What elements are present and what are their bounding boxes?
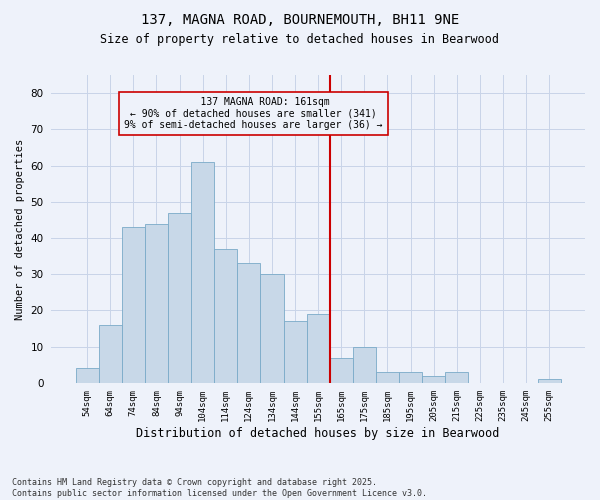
Bar bbox=[260, 274, 284, 383]
Text: 137 MAGNA ROAD: 161sqm
← 90% of detached houses are smaller (341)
9% of semi-det: 137 MAGNA ROAD: 161sqm ← 90% of detached… bbox=[124, 96, 383, 130]
Bar bbox=[376, 372, 399, 383]
Text: Size of property relative to detached houses in Bearwood: Size of property relative to detached ho… bbox=[101, 32, 499, 46]
Bar bbox=[538, 380, 561, 383]
Bar bbox=[307, 314, 330, 383]
Text: 137, MAGNA ROAD, BOURNEMOUTH, BH11 9NE: 137, MAGNA ROAD, BOURNEMOUTH, BH11 9NE bbox=[141, 12, 459, 26]
Bar bbox=[353, 346, 376, 383]
Bar bbox=[399, 372, 422, 383]
Bar bbox=[422, 376, 445, 383]
X-axis label: Distribution of detached houses by size in Bearwood: Distribution of detached houses by size … bbox=[136, 427, 500, 440]
Bar bbox=[214, 249, 237, 383]
Bar bbox=[98, 325, 122, 383]
Bar bbox=[191, 162, 214, 383]
Bar bbox=[122, 227, 145, 383]
Bar bbox=[445, 372, 469, 383]
Text: Contains HM Land Registry data © Crown copyright and database right 2025.
Contai: Contains HM Land Registry data © Crown c… bbox=[12, 478, 427, 498]
Bar bbox=[145, 224, 168, 383]
Bar bbox=[168, 212, 191, 383]
Bar bbox=[76, 368, 98, 383]
Bar bbox=[284, 322, 307, 383]
Bar bbox=[330, 358, 353, 383]
Bar bbox=[237, 264, 260, 383]
Y-axis label: Number of detached properties: Number of detached properties bbox=[15, 138, 25, 320]
